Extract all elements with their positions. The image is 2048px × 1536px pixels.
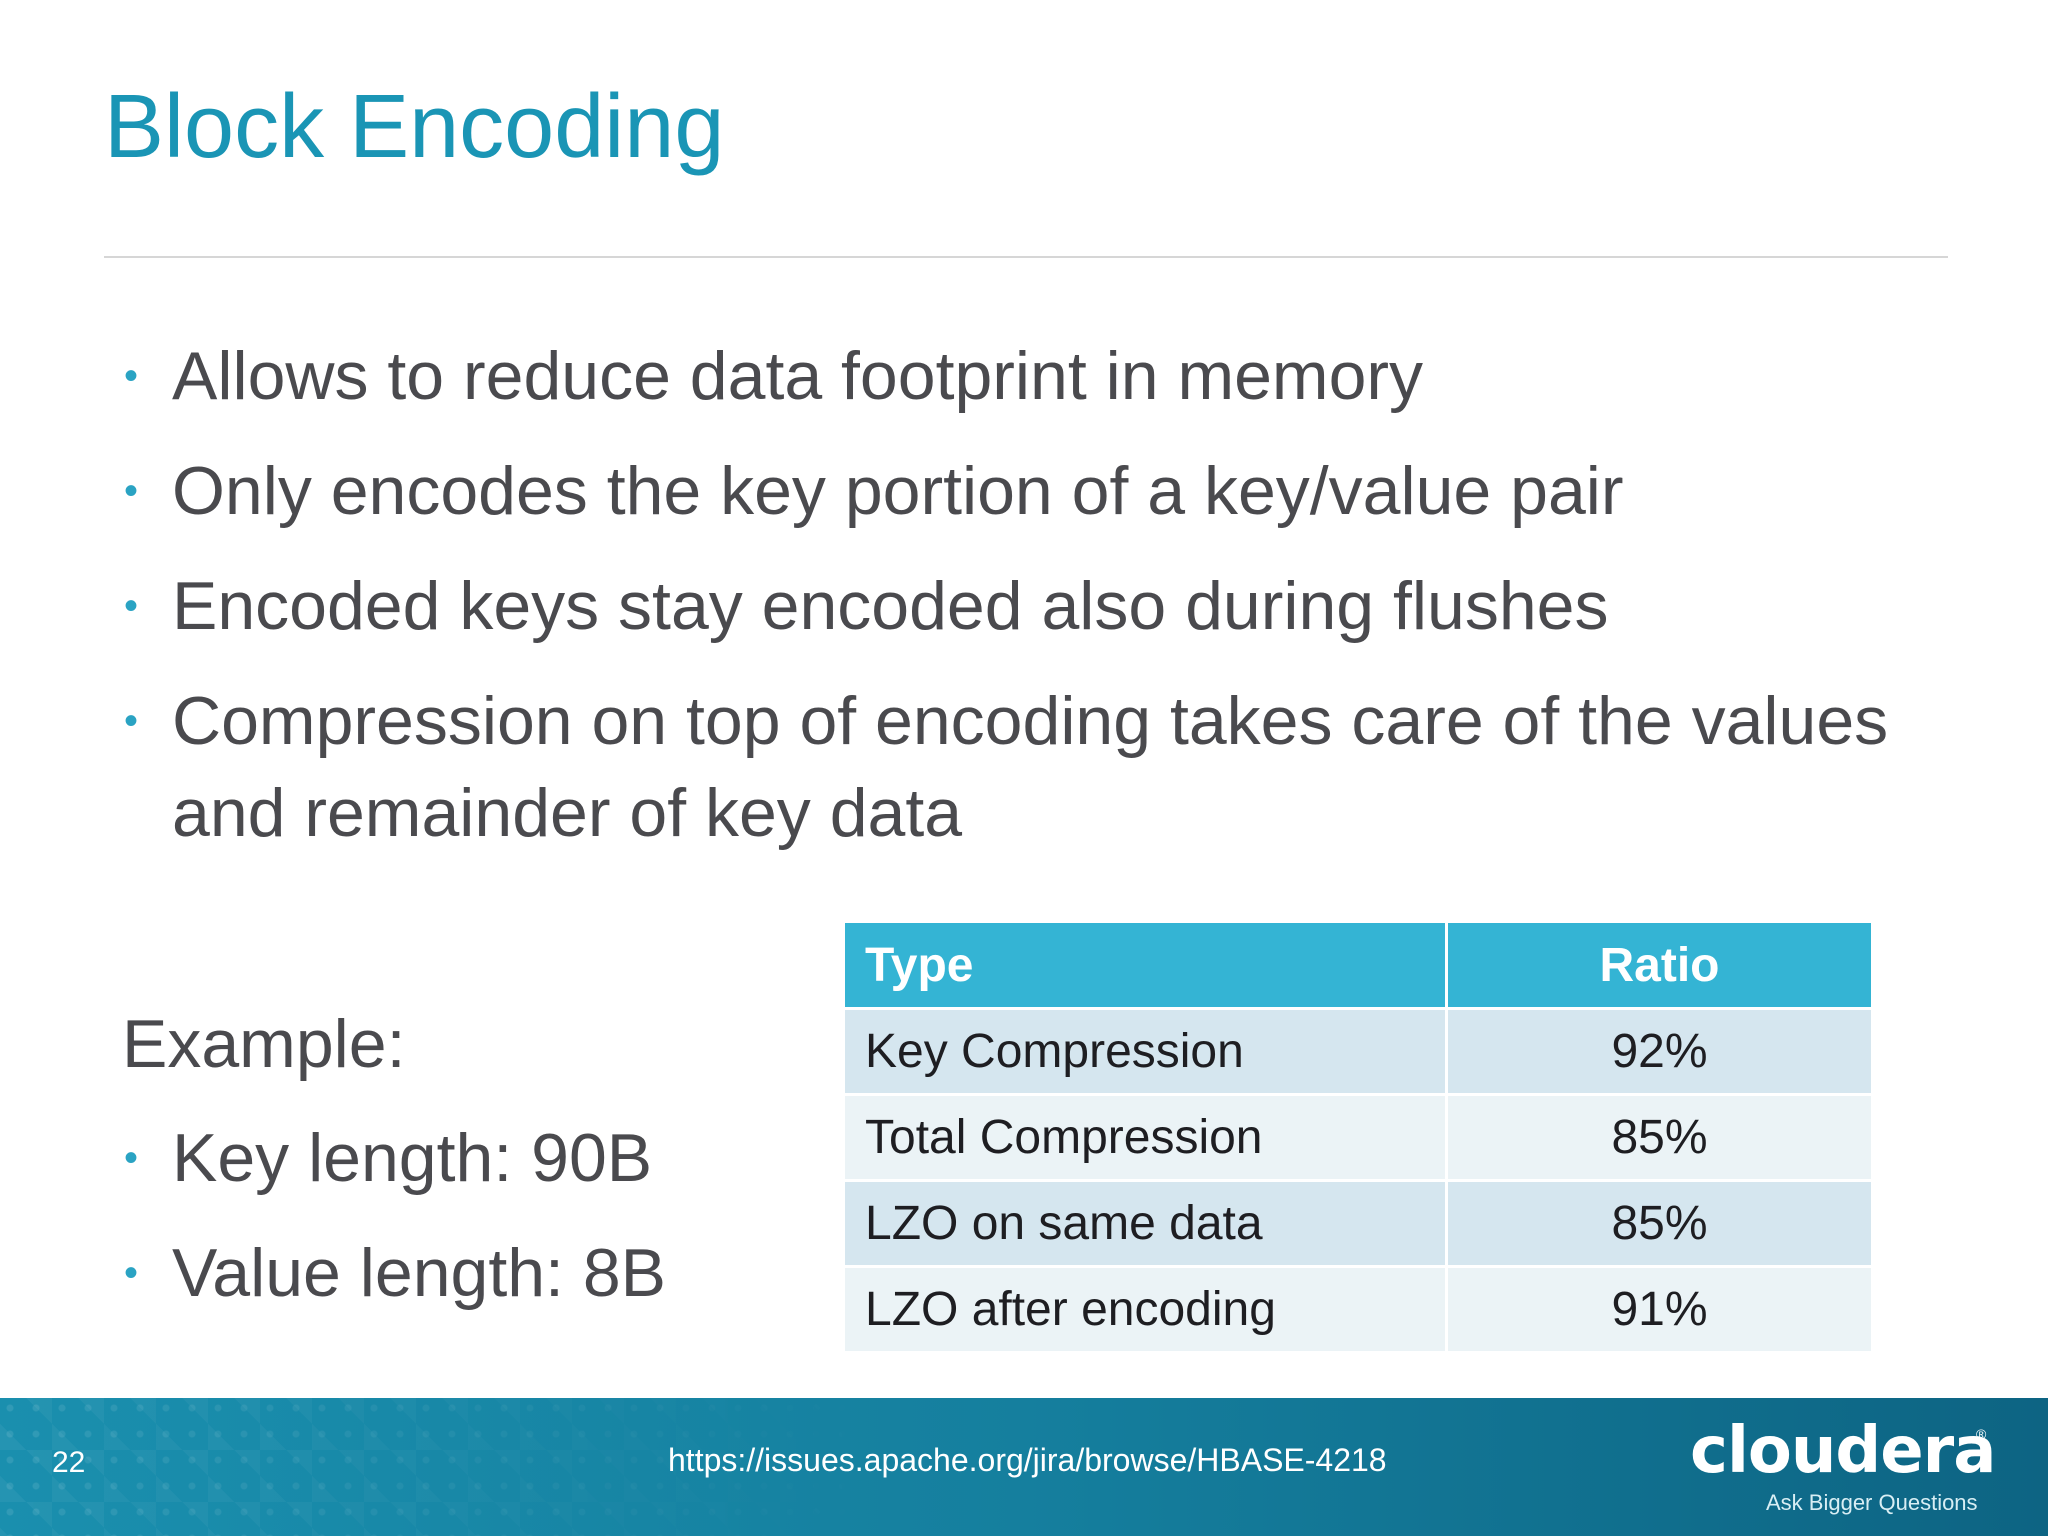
bullet-text: Encoded keys stay encoded also during fl… — [172, 568, 1609, 644]
slide-title: Block Encoding — [104, 77, 725, 177]
logo-tagline: Ask Bigger Questions — [1766, 1490, 1978, 1515]
example-list: • Key length: 90B • Value length: 8B — [124, 1112, 666, 1342]
ratio-cell: 85% — [1445, 1093, 1874, 1182]
example-text: Value length: 8B — [172, 1235, 666, 1311]
table-row: Key Compression 92% — [842, 1007, 1874, 1096]
column-header-type: Type — [842, 920, 1448, 1010]
logo-wordmark: cloudera — [1690, 1414, 1996, 1488]
type-cell: Key Compression — [842, 1007, 1448, 1096]
footer-band: 22 https://issues.apache.org/jira/browse… — [0, 1398, 2048, 1536]
column-header-ratio: Ratio — [1445, 920, 1874, 1010]
footer-pattern — [0, 1398, 900, 1536]
ratio-cell: 85% — [1445, 1179, 1874, 1268]
table-row: Total Compression 85% — [842, 1093, 1874, 1182]
title-divider — [104, 256, 1948, 258]
compression-table: Type Ratio Key Compression 92% Total Com… — [842, 920, 1874, 1354]
type-cell: Total Compression — [842, 1093, 1448, 1182]
ratio-cell: 91% — [1445, 1265, 1874, 1354]
bullet-item: • Only encodes the key portion of a key/… — [124, 445, 1944, 537]
table-header-row: Type Ratio — [842, 920, 1874, 1010]
source-link[interactable]: https://issues.apache.org/jira/browse/HB… — [668, 1442, 1387, 1478]
page-number: 22 — [52, 1446, 86, 1479]
type-cell: LZO on same data — [842, 1179, 1448, 1268]
cloudera-logo: cloudera ® Ask Bigger Questions — [1690, 1414, 1996, 1526]
example-text: Key length: 90B — [172, 1120, 653, 1196]
bullet-list: • Allows to reduce data footprint in mem… — [124, 330, 1944, 882]
ratio-cell: 92% — [1445, 1007, 1874, 1096]
bullet-text: Only encodes the key portion of a key/va… — [172, 453, 1624, 529]
registered-mark: ® — [1976, 1426, 1987, 1442]
bullet-dot-icon: • — [124, 469, 139, 513]
bullet-item: • Allows to reduce data footprint in mem… — [124, 330, 1944, 422]
table-row: LZO after encoding 91% — [842, 1265, 1874, 1354]
bullet-dot-icon: • — [124, 1136, 139, 1180]
example-item: • Key length: 90B — [124, 1112, 666, 1204]
bullet-item: • Compression on top of encoding takes c… — [124, 675, 1944, 859]
bullet-dot-icon: • — [124, 1251, 139, 1295]
bullet-dot-icon: • — [124, 584, 139, 628]
example-label: Example: — [122, 1006, 406, 1082]
bullet-text: Compression on top of encoding takes car… — [172, 683, 1889, 851]
bullet-dot-icon: • — [124, 354, 139, 398]
table-row: LZO on same data 85% — [842, 1179, 1874, 1268]
example-item: • Value length: 8B — [124, 1227, 666, 1319]
bullet-dot-icon: • — [124, 699, 139, 743]
bullet-text: Allows to reduce data footprint in memor… — [172, 338, 1424, 414]
type-cell: LZO after encoding — [842, 1265, 1448, 1354]
bullet-item: • Encoded keys stay encoded also during … — [124, 560, 1944, 652]
